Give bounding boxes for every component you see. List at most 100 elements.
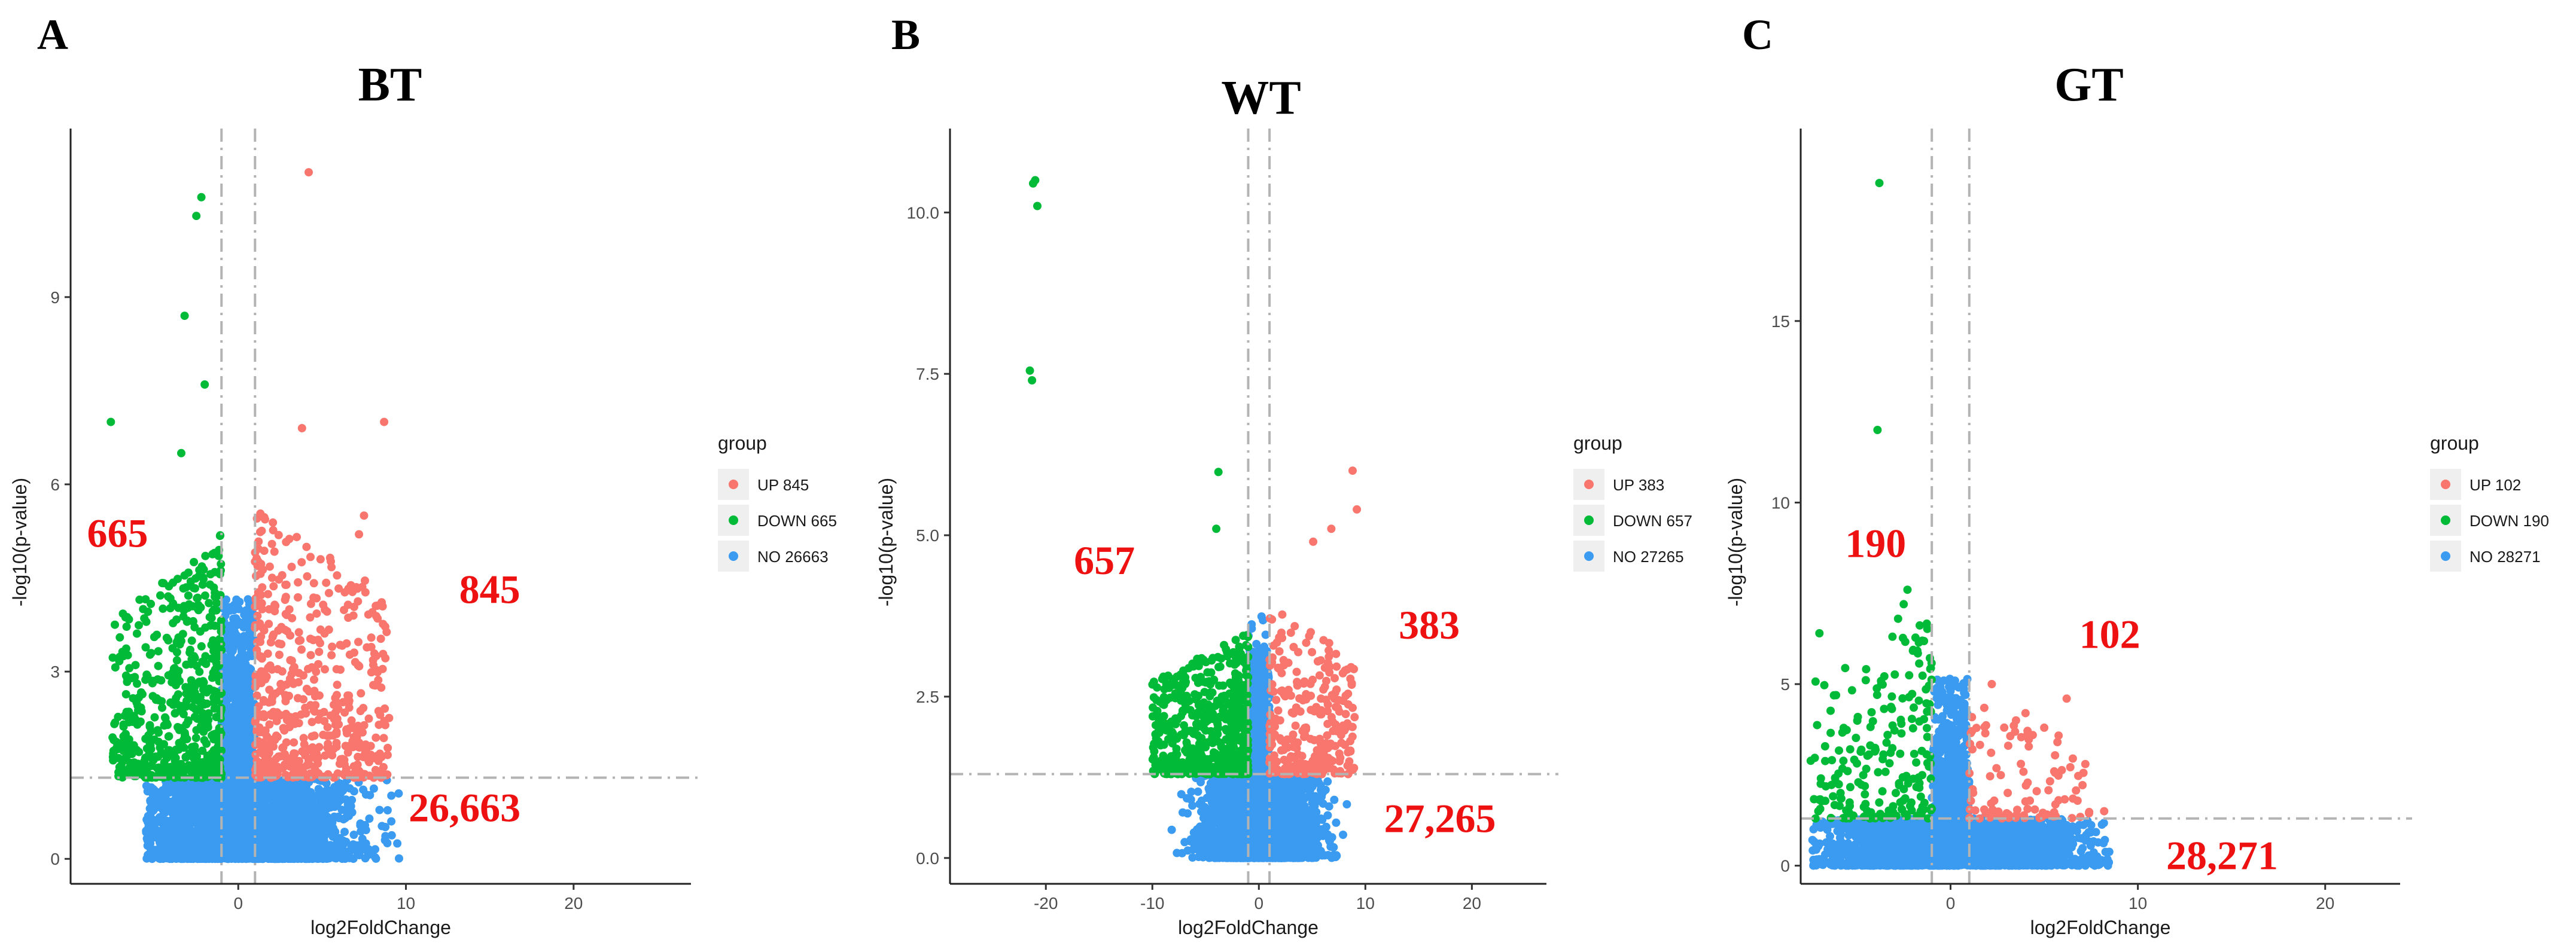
down-point [182,583,191,592]
up-point [290,738,299,747]
no-point [366,791,374,800]
no-point [203,853,211,862]
no-point [142,854,151,863]
up-point [274,530,283,539]
no-point [156,855,165,863]
up-point [344,614,353,622]
no-point [231,854,240,863]
no-point [328,832,337,841]
up-point [290,719,299,728]
no-point [246,636,255,645]
no-point [142,782,151,791]
up-point [264,750,273,759]
down-point [141,643,150,652]
no-point [269,787,278,796]
up-point [269,526,278,535]
count-annotation: 665 [87,510,148,556]
no-point [179,847,188,856]
no-point [259,800,268,808]
up-point [324,739,333,748]
up-point [300,740,309,749]
up-point [258,583,267,592]
no-point [182,814,191,823]
up-point [297,645,306,654]
plot-title: BT [358,59,422,111]
data-points [106,168,403,863]
no-point [353,850,362,859]
y-tick-label: 6 [50,475,60,494]
no-point [1332,818,1341,827]
down-point [154,661,163,670]
up-point [355,725,364,734]
up-point [348,587,357,596]
no-point [200,792,209,801]
down-point [177,701,186,710]
up-point [328,731,337,740]
up-point [316,555,325,564]
down-point [135,621,143,630]
no-point [323,804,331,813]
up-point [296,767,305,776]
up-point [355,662,364,671]
no-point [361,854,370,863]
up-point [310,692,319,701]
down-point [156,591,165,600]
down-point [124,735,133,744]
no-point [194,832,203,841]
no-point [149,785,158,794]
no-point [233,780,242,789]
no-point [279,841,288,850]
no-point [285,812,294,821]
up-point [258,759,267,768]
no-point [381,823,390,831]
no-point [223,603,232,612]
no-point [336,796,345,805]
up-point [311,701,320,710]
up-point [264,620,273,628]
up-point [345,724,354,733]
down-point [162,753,171,762]
down-point [200,380,209,389]
no-point [323,854,332,863]
no-point [179,826,188,835]
up-point [261,726,270,735]
no-point [337,805,346,814]
up-point [282,580,291,589]
up-point [343,748,352,757]
up-point [352,742,361,751]
no-point [328,791,337,800]
down-point [135,718,144,727]
up-point [373,752,381,761]
no-point [361,820,370,829]
down-point [210,548,219,557]
up-point [334,584,343,593]
no-point [387,817,396,826]
y-tick-label: 9 [50,288,60,307]
down-point [215,570,224,579]
up-point [257,773,266,782]
no-point [349,787,358,796]
count-annotation: 26,663 [409,785,520,831]
down-point [188,617,197,626]
up-point [314,715,323,724]
up-point [279,724,288,733]
no-point [314,817,323,826]
up-point [293,533,301,542]
no-point [324,823,333,832]
up-point [332,698,341,707]
no-point [287,782,296,791]
no-point [172,813,180,822]
down-point [173,690,182,699]
panel-letter: B [891,11,920,59]
no-point [343,800,352,809]
up-point [299,734,308,743]
no-point [316,809,325,818]
down-point [157,676,166,685]
down-point [148,692,157,701]
down-point [217,689,226,697]
no-point [245,624,254,633]
down-point [145,650,154,659]
up-point [253,611,262,620]
up-point [272,716,281,725]
no-point [312,827,321,836]
